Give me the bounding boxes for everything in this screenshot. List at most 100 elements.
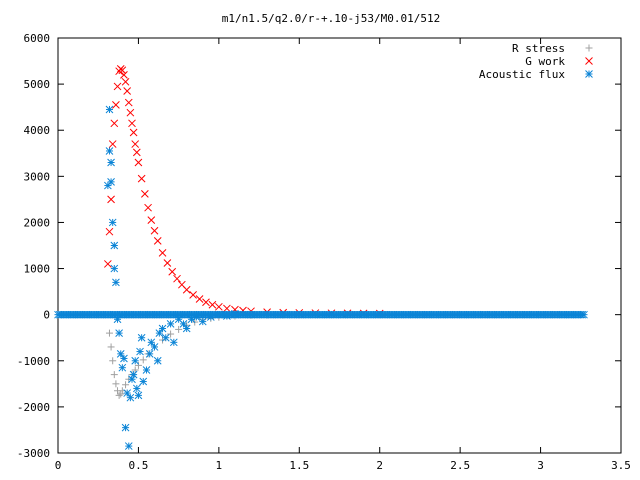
data-point — [105, 147, 114, 155]
data-marks — [54, 65, 588, 450]
data-point — [113, 315, 122, 324]
data-point — [121, 77, 130, 86]
data-point — [139, 377, 148, 386]
data-point — [108, 140, 117, 148]
data-point — [123, 389, 132, 397]
data-point — [215, 302, 223, 311]
data-point — [104, 260, 112, 268]
data-point — [173, 274, 181, 283]
y-tick-label: 0 — [43, 309, 50, 322]
data-point — [110, 241, 119, 250]
series-g-work — [104, 65, 384, 318]
data-point — [153, 237, 162, 245]
data-point — [206, 313, 215, 321]
data-point — [134, 158, 143, 167]
data-point — [153, 356, 162, 365]
data-point — [150, 226, 159, 235]
data-point — [110, 264, 119, 273]
data-point — [223, 304, 231, 313]
data-point — [112, 278, 120, 287]
data-point — [118, 66, 127, 75]
data-point — [124, 98, 133, 107]
legend-label: Acoustic flux — [479, 68, 565, 81]
legend-swatch — [585, 57, 593, 65]
chart-title: m1/n1.5/q2.0/r-+.10-j53/M0.01/512 — [222, 12, 441, 25]
data-point — [167, 330, 175, 338]
data-point — [122, 381, 130, 389]
data-point — [158, 249, 167, 257]
data-point — [129, 128, 138, 137]
data-point — [116, 350, 125, 358]
data-point — [141, 190, 149, 198]
data-point — [128, 119, 136, 128]
data-point — [132, 384, 141, 393]
x-tick-label: 3.5 — [611, 459, 631, 472]
legend-label: R stress — [512, 42, 565, 55]
data-point — [110, 371, 118, 379]
data-point — [231, 309, 239, 318]
data-point — [112, 101, 120, 109]
data-point — [107, 195, 115, 204]
data-point — [128, 375, 136, 384]
x-tick-label: 1.5 — [289, 459, 309, 472]
y-tick-label: -2000 — [17, 401, 50, 414]
data-point — [115, 329, 123, 337]
data-point — [158, 324, 167, 333]
data-point — [169, 338, 178, 347]
data-point — [223, 312, 231, 320]
data-point — [105, 227, 114, 236]
data-point — [117, 390, 125, 398]
data-point — [129, 370, 138, 379]
x-tick-label: 2 — [376, 459, 383, 472]
data-point — [182, 285, 191, 294]
data-point — [139, 356, 147, 364]
data-point — [115, 391, 123, 399]
data-point — [107, 158, 115, 167]
legend-label: G work — [525, 55, 565, 68]
y-tick-label: 1000 — [24, 263, 51, 276]
y-tick-label: 4000 — [24, 124, 51, 137]
legend-swatch — [585, 70, 593, 78]
y-tick-label: 6000 — [24, 32, 51, 45]
data-point — [189, 290, 197, 299]
series-acoustic-flux — [54, 105, 588, 450]
y-tick-label: 3000 — [24, 170, 51, 183]
data-point — [168, 267, 177, 276]
data-point — [161, 333, 170, 342]
x-tick-label: 3 — [537, 459, 544, 472]
data-point — [147, 338, 156, 347]
data-point — [131, 356, 140, 365]
data-point — [121, 423, 130, 432]
data-point — [145, 350, 154, 358]
data-point — [134, 361, 142, 369]
data-point — [108, 218, 117, 227]
y-tick-label: -1000 — [17, 355, 50, 368]
data-point — [109, 357, 117, 365]
data-point — [175, 325, 183, 333]
data-point — [192, 313, 201, 321]
data-point — [163, 259, 172, 267]
data-point — [132, 148, 141, 157]
data-point — [118, 363, 127, 372]
data-point — [247, 310, 255, 319]
data-point — [150, 343, 159, 351]
plot-frame — [57, 37, 622, 454]
data-point — [182, 324, 191, 333]
series-r-stress — [105, 311, 384, 399]
data-point — [107, 178, 115, 186]
data-point — [155, 329, 164, 337]
data-point — [110, 119, 119, 128]
data-point — [120, 71, 128, 79]
data-point — [166, 320, 175, 328]
data-point — [123, 87, 132, 95]
data-point — [126, 108, 135, 117]
x-tick-label: 0 — [55, 459, 62, 472]
data-point — [137, 174, 146, 183]
data-point — [105, 105, 114, 114]
data-point — [179, 320, 188, 328]
data-point — [134, 391, 143, 400]
data-point — [126, 393, 135, 402]
data-point — [136, 347, 144, 356]
